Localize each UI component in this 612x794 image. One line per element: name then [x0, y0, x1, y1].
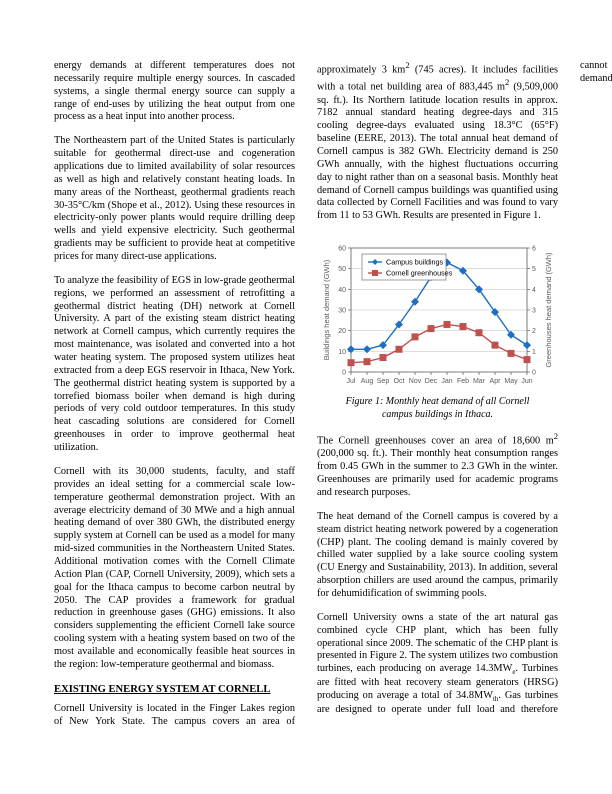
section-heading-existing: EXISTING ENERGY SYSTEM AT CORNELL [54, 683, 295, 696]
svg-text:Aug: Aug [361, 378, 374, 385]
svg-text:Jan: Jan [441, 378, 452, 385]
svg-text:Sep: Sep [377, 378, 390, 385]
chart-monthly-heat-demand: 0 10 20 30 40 50 60 0 1 2 3 4 5 6 Jul AugSep Oct NovDecJa… [317, 234, 557, 394]
svg-text:50: 50 [338, 266, 346, 273]
page: energy demands at different temperatures… [0, 0, 612, 794]
svg-text:Feb: Feb [457, 378, 469, 385]
svg-text:6: 6 [532, 246, 536, 253]
svg-text:Apr: Apr [490, 378, 502, 385]
svg-text:20: 20 [338, 328, 346, 335]
text: (200,000 sq. ft.). Their monthly heat co… [317, 448, 558, 498]
svg-text:60: 60 [338, 246, 346, 253]
svg-text:30: 30 [338, 308, 346, 315]
svg-text:Dec: Dec [425, 378, 438, 385]
para-feasibility: To analyze the feasibility of EGS in low… [54, 275, 295, 455]
para-cornell-context: Cornell with its 30,000 students, facult… [54, 466, 295, 672]
figure-1-caption: Figure 1: Monthly heat demand of all Cor… [331, 396, 544, 421]
svg-text:May: May [504, 378, 518, 385]
svg-text:1: 1 [532, 349, 536, 356]
svg-text:Buildings heat demand (GWh): Buildings heat demand (GWh) [322, 259, 331, 360]
para-greenhouses: The Cornell greenhouses cover an area of… [317, 431, 558, 500]
svg-text:Cornell greenhouses: Cornell greenhouses [386, 269, 453, 278]
para-northeast: The Northeastern part of the United Stat… [54, 135, 295, 264]
svg-text:4: 4 [532, 287, 536, 294]
text: (9,509,000 sq. ft.). Its Northern latitu… [317, 82, 558, 222]
svg-text:0: 0 [342, 370, 346, 377]
figure-1: 0 10 20 30 40 50 60 0 1 2 3 4 5 6 Jul AugSep Oct NovDecJa… [317, 234, 558, 421]
para-heat-demand-coverage: The heat demand of the Cornell campus is… [317, 511, 558, 601]
svg-text:5: 5 [532, 266, 536, 273]
svg-text:0: 0 [532, 370, 536, 377]
svg-text:Jul: Jul [347, 378, 356, 385]
svg-text:Oct: Oct [394, 378, 405, 385]
text: The Cornell greenhouses cover an area of… [317, 436, 554, 447]
svg-text:10: 10 [338, 349, 346, 356]
svg-text:Greenhouses heat demand (GWh): Greenhouses heat demand (GWh) [544, 252, 553, 368]
svg-text:2: 2 [532, 328, 536, 335]
para-cascaded: energy demands at different temperatures… [54, 60, 295, 124]
svg-text:Jun: Jun [521, 378, 532, 385]
svg-text:40: 40 [338, 287, 346, 294]
svg-text:3: 3 [532, 308, 536, 315]
svg-text:Campus buildings: Campus buildings [386, 258, 444, 267]
svg-text:Nov: Nov [409, 378, 422, 385]
sup-2: 2 [554, 431, 558, 441]
svg-text:Mar: Mar [473, 378, 486, 385]
